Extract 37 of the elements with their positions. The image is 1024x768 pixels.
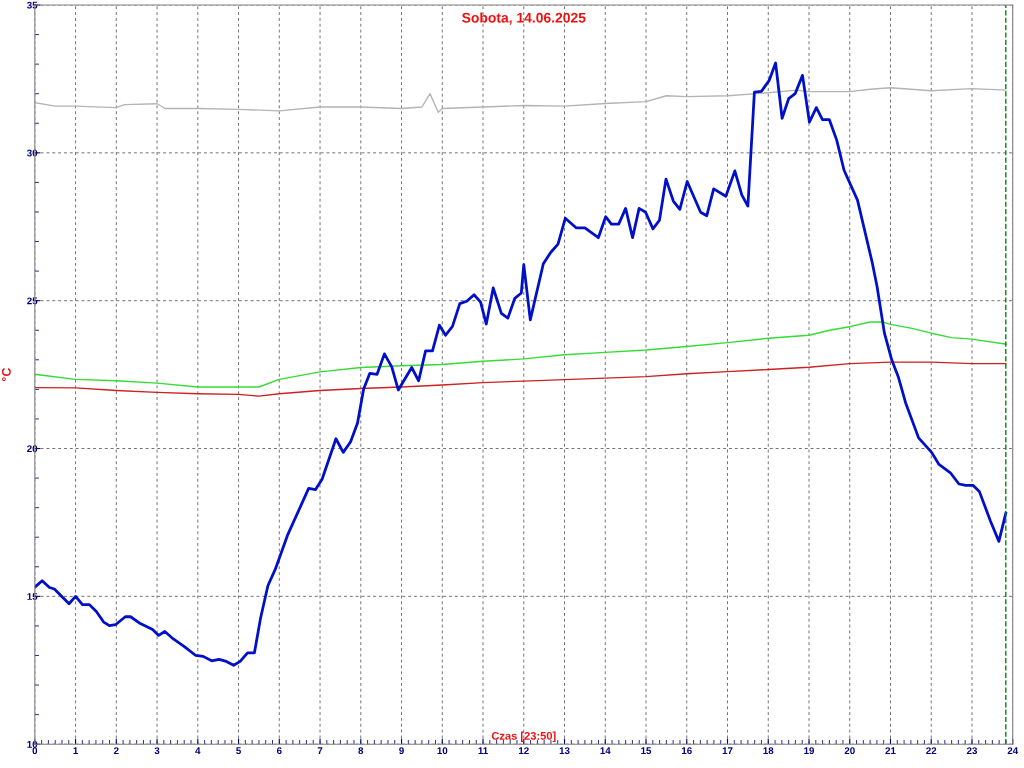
y-tick-label: 15	[27, 593, 38, 600]
x-tick-label: 12	[518, 747, 529, 755]
y-tick-label: 10	[27, 740, 38, 748]
x-tick-label: 17	[722, 747, 733, 755]
x-tick-label: 14	[600, 747, 611, 755]
x-tick-label: 2	[113, 747, 119, 755]
x-axis-title: Czas [23:50]	[491, 731, 556, 742]
y-axis-title: °C	[1, 367, 11, 382]
line-series	[34, 87, 1007, 114]
x-tick-label: 20	[844, 747, 855, 755]
y-tick-label: 20	[27, 445, 38, 453]
y-tick-label: 25	[27, 297, 38, 305]
x-tick-label: 6	[276, 747, 282, 755]
x-tick-label: 9	[399, 747, 404, 755]
x-tick-label: 10	[437, 747, 448, 755]
x-tick-label: 18	[763, 747, 774, 755]
x-tick-label: 15	[641, 747, 652, 755]
x-tick-label: 7	[317, 747, 323, 755]
x-tick-label: 24	[1007, 747, 1019, 755]
x-tick-label: 21	[885, 747, 896, 755]
x-tick-label: 11	[478, 747, 488, 755]
x-tick-label: 1	[73, 747, 78, 755]
x-tick-label: 13	[559, 747, 570, 755]
x-tick-label: 8	[358, 747, 364, 755]
x-tick-label: 4	[195, 747, 201, 755]
y-tick-label: 35	[27, 1, 38, 9]
line-series	[34, 361, 1007, 397]
x-tick-label: 16	[681, 747, 692, 755]
x-tick-label: 3	[154, 747, 160, 755]
chart-title: Sobota, 14.06.2025	[462, 12, 586, 25]
x-tick-label: 23	[966, 747, 978, 755]
x-tick-label: 19	[804, 747, 815, 755]
x-tick-label: 0	[32, 747, 38, 755]
y-tick-label: 30	[27, 149, 38, 157]
x-tick-label: 22	[926, 747, 937, 755]
x-tick-label: 5	[236, 747, 241, 755]
line-series	[34, 321, 1007, 388]
